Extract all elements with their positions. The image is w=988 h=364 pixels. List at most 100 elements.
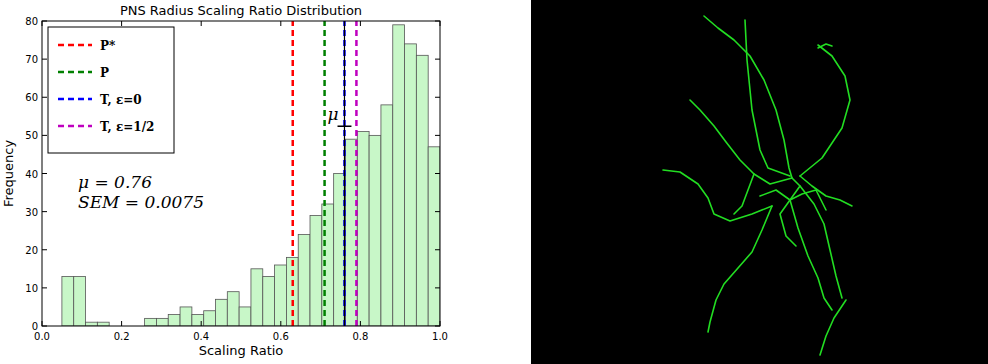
x-tick: [42, 321, 43, 326]
y-axis-label: Frequency: [1, 140, 16, 207]
legend-label: T, ε=1/2: [100, 120, 154, 134]
y-tick: [435, 59, 440, 60]
histogram-bar: [156, 318, 168, 326]
histogram-bar: [381, 105, 393, 326]
reference-line: [355, 21, 358, 326]
y-tick-label: 40: [25, 169, 38, 180]
y-tick: [435, 326, 440, 327]
reference-line: [291, 21, 294, 326]
histogram-bar: [251, 269, 263, 326]
reference-line: [323, 21, 326, 326]
x-tick: [121, 321, 122, 326]
neuron-branch: [780, 178, 800, 246]
histogram-bar: [215, 299, 227, 326]
canvas: PNS Radius Scaling Ratio Distribution μ 0.…: [0, 0, 988, 364]
figure: PNS Radius Scaling Ratio Distribution μ 0.…: [0, 0, 988, 364]
x-tick-label: 0.2: [114, 331, 130, 342]
x-tick: [121, 21, 122, 26]
x-tick-label: 0.4: [193, 331, 209, 342]
x-tick: [440, 21, 441, 26]
histogram-bar: [405, 44, 417, 326]
y-tick: [42, 326, 47, 327]
plot-frame: [42, 21, 440, 326]
y-tick: [435, 173, 440, 174]
neuron-branch: [800, 45, 850, 176]
x-tick: [42, 21, 43, 26]
histogram-bar: [204, 311, 216, 326]
x-tick-label: 0.6: [273, 331, 289, 342]
y-tick: [42, 135, 47, 136]
y-tick: [42, 249, 47, 250]
x-tick: [201, 321, 202, 326]
x-tick-label: 0.0: [34, 331, 50, 342]
x-tick: [360, 21, 361, 26]
neuron-branch: [708, 206, 772, 332]
y-tick: [435, 97, 440, 98]
histogram-bar: [97, 322, 109, 326]
x-tick: [440, 321, 441, 326]
histogram-bar: [310, 215, 322, 326]
neuron-branch: [790, 200, 832, 310]
histogram-bar: [357, 132, 369, 326]
histogram-bar: [180, 307, 192, 326]
histogram-bar: [369, 135, 381, 326]
legend-swatch: [58, 98, 92, 101]
neuron-branch: [760, 190, 826, 210]
neuron-branch: [663, 170, 772, 221]
legend-label: P: [100, 66, 109, 80]
y-tick: [435, 211, 440, 212]
y-tick: [42, 211, 47, 212]
sem-bar: [337, 125, 351, 127]
histogram-bar: [74, 276, 86, 326]
y-tick: [435, 135, 440, 136]
mean-label: μ: [327, 104, 338, 124]
histogram-bar: [393, 25, 405, 326]
background: [0, 0, 988, 364]
y-tick-label: 70: [25, 54, 38, 65]
y-tick: [42, 21, 47, 22]
neuron-branch: [820, 300, 846, 355]
neuron-branch: [800, 176, 852, 206]
x-tick: [201, 21, 202, 26]
legend-label: T, ε=0: [100, 93, 142, 107]
y-tick-label: 50: [25, 130, 38, 141]
y-tick: [435, 287, 440, 288]
histogram-bar: [239, 307, 251, 326]
histogram-bar: [86, 322, 98, 326]
y-tick: [42, 59, 47, 60]
y-tick-label: 60: [25, 92, 38, 103]
annotation: SEM = 0.0075: [78, 192, 204, 212]
y-tick: [42, 173, 47, 174]
neuron-image: [531, 0, 988, 364]
x-tick-label: 1.0: [432, 331, 448, 342]
histogram-bar: [227, 292, 239, 326]
y-tick-label: 0: [32, 321, 38, 332]
legend-box: [48, 27, 174, 153]
legend: P* P T, ε=0 T, ε=1/2: [48, 27, 174, 153]
x-tick-label: 0.8: [352, 331, 368, 342]
histogram-bar: [263, 276, 275, 326]
histogram-bar: [192, 315, 204, 326]
histogram-bar: [275, 265, 287, 326]
legend-label: P*: [100, 39, 116, 53]
y-tick-label: 30: [25, 207, 38, 218]
x-axis-label: Scaling Ratio: [199, 343, 284, 358]
neuron-branch: [745, 20, 790, 176]
y-tick: [435, 249, 440, 250]
y-tick-label: 80: [25, 16, 38, 27]
histogram-bar: [428, 147, 440, 326]
histogram-bar: [298, 235, 310, 327]
x-tick: [360, 321, 361, 326]
y-tick-label: 10: [25, 283, 38, 294]
neuron-branch: [818, 44, 832, 48]
histogram-bar: [62, 276, 74, 326]
y-tick-label: 20: [25, 245, 38, 256]
x-tick: [280, 21, 281, 26]
annotation: μ = 0.76: [78, 172, 152, 192]
y-tick: [42, 287, 47, 288]
y-tick: [42, 97, 47, 98]
legend-swatch: [58, 44, 92, 47]
neuron-branch: [690, 100, 792, 184]
title: PNS Radius Scaling Ratio Distribution: [120, 3, 362, 18]
legend-swatch: [58, 125, 92, 128]
